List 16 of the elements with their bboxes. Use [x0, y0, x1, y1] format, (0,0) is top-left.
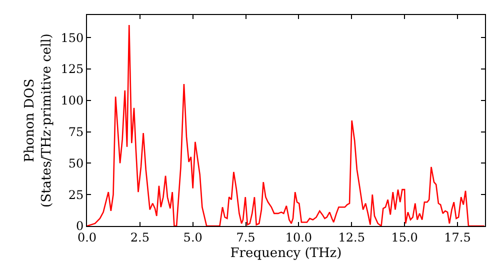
x-axis-title: Frequency (THz) — [230, 246, 342, 261]
x-tick-label: 10.0 — [285, 230, 312, 244]
y-tick-label: 125 — [60, 62, 84, 76]
x-tick-label: 17.5 — [444, 230, 471, 244]
y-tick-label: 75 — [68, 125, 84, 139]
y-tick-label: 50 — [68, 156, 84, 170]
x-tick-label: 15.0 — [391, 230, 418, 244]
y-tick-label: 25 — [68, 188, 84, 202]
x-tick-label: 7.5 — [236, 230, 256, 244]
line-series — [87, 24, 485, 226]
x-tick-label: 5.0 — [183, 230, 202, 244]
x-tick-label: 2.5 — [130, 230, 150, 244]
y-axis-title: Phonon DOS (States/THz·primitive cell) — [22, 33, 55, 208]
y-tick-label: 150 — [60, 30, 84, 45]
x-tick-label: 12.5 — [338, 230, 365, 244]
y-tick-label: 100 — [60, 94, 84, 108]
